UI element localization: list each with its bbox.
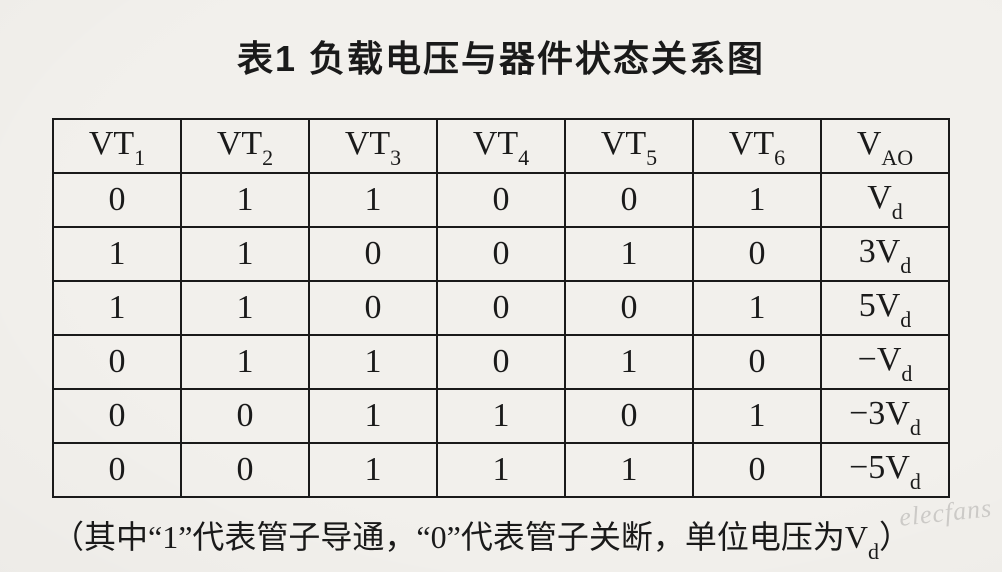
cell: 0: [309, 281, 437, 335]
cell: 1: [53, 227, 181, 281]
cell-vao: 3Vd: [821, 227, 949, 281]
table-row: 0 0 1 1 0 1 −3Vd: [53, 389, 949, 443]
cell: 0: [309, 227, 437, 281]
col-header-vt5: VT5: [565, 119, 693, 173]
cell-vao: −5Vd: [821, 443, 949, 497]
caption-sub: d: [868, 539, 879, 564]
cell: 0: [693, 443, 821, 497]
table-row: 1 1 0 0 1 0 3Vd: [53, 227, 949, 281]
page-root: 表1 负载电压与器件状态关系图 VT1 VT2 VT3 VT4 VT5 VT6 …: [0, 0, 1002, 572]
table-row: 0 1 1 0 1 0 −Vd: [53, 335, 949, 389]
cell: 1: [437, 443, 565, 497]
cell: 1: [309, 173, 437, 227]
cell: 1: [53, 281, 181, 335]
cell: 0: [437, 281, 565, 335]
cell: 1: [309, 335, 437, 389]
cell-vao: −3Vd: [821, 389, 949, 443]
voltage-state-table: VT1 VT2 VT3 VT4 VT5 VT6 VAO 0 1 1 0 0 1 …: [52, 118, 950, 498]
cell: 1: [309, 389, 437, 443]
cell: 0: [53, 443, 181, 497]
cell: 0: [437, 173, 565, 227]
cell: 1: [181, 335, 309, 389]
cell: 0: [53, 389, 181, 443]
cell: 1: [309, 443, 437, 497]
cell: 1: [565, 335, 693, 389]
cell: 0: [53, 335, 181, 389]
col-header-vt4: VT4: [437, 119, 565, 173]
cell: 1: [693, 389, 821, 443]
col-header-vt6: VT6: [693, 119, 821, 173]
cell: 1: [565, 227, 693, 281]
cell: 0: [693, 335, 821, 389]
cell: 0: [181, 443, 309, 497]
caption-text: （其中“1”代表管子导通，“0”代表管子关断，单位电压为V: [52, 519, 868, 555]
cell: 0: [565, 173, 693, 227]
cell: 1: [181, 227, 309, 281]
table-row: 0 1 1 0 0 1 Vd: [53, 173, 949, 227]
cell: 1: [565, 443, 693, 497]
cell: 1: [693, 281, 821, 335]
cell: 1: [181, 281, 309, 335]
table-row: 1 1 0 0 0 1 5Vd: [53, 281, 949, 335]
caption-close: ）: [879, 519, 911, 555]
cell-vao: Vd: [821, 173, 949, 227]
cell: 0: [437, 335, 565, 389]
cell: 0: [693, 227, 821, 281]
table-title: 表1 负载电压与器件状态关系图: [52, 30, 950, 82]
cell: 1: [693, 173, 821, 227]
cell: 0: [565, 281, 693, 335]
col-header-vt2: VT2: [181, 119, 309, 173]
cell: 0: [437, 227, 565, 281]
table-row: 0 0 1 1 1 0 −5Vd: [53, 443, 949, 497]
cell: 1: [181, 173, 309, 227]
col-header-vt1: VT1: [53, 119, 181, 173]
cell: 1: [437, 389, 565, 443]
table-header-row: VT1 VT2 VT3 VT4 VT5 VT6 VAO: [53, 119, 949, 173]
col-header-vt3: VT3: [309, 119, 437, 173]
cell-vao: −Vd: [821, 335, 949, 389]
col-header-vao: VAO: [821, 119, 949, 173]
cell: 0: [53, 173, 181, 227]
table-caption: （其中“1”代表管子导通，“0”代表管子关断，单位电压为Vd）: [52, 512, 950, 561]
cell: 0: [565, 389, 693, 443]
cell: 0: [181, 389, 309, 443]
cell-vao: 5Vd: [821, 281, 949, 335]
